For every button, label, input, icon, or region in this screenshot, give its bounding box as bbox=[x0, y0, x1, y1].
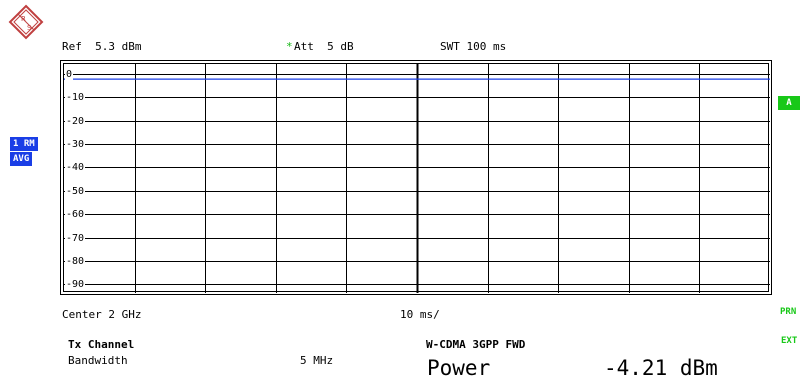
y-tick-label: -60 bbox=[65, 208, 86, 220]
logo-letter-r: R bbox=[21, 15, 26, 23]
attenuation: Att 5 dB bbox=[294, 40, 354, 53]
spectrum-plot: 0 -10 -20 -30 -40 -50 -60 -70 -80 -90 bbox=[60, 60, 772, 295]
rohde-schwarz-logo: R S bbox=[8, 4, 44, 40]
sweep-time: SWT 100 ms bbox=[440, 40, 507, 53]
center-frequency: Center 2 GHz bbox=[62, 308, 142, 321]
trace-a-badge: A bbox=[778, 96, 800, 110]
ref-level: Ref 5.3 dBm bbox=[62, 40, 142, 53]
y-tick-label: -20 bbox=[65, 115, 86, 127]
standard-name: W-CDMA 3GPP FWD bbox=[426, 338, 526, 351]
prn-badge: PRN bbox=[780, 307, 797, 317]
logo-letter-s: S bbox=[27, 24, 32, 32]
y-tick-label: -80 bbox=[65, 255, 86, 267]
y-tick-label: -50 bbox=[65, 185, 86, 197]
y-tick-label: -30 bbox=[65, 138, 86, 150]
time-per-division: 10 ms/ bbox=[400, 308, 440, 321]
bandwidth-label: Bandwidth bbox=[68, 354, 128, 367]
y-tick-label: -10 bbox=[65, 91, 86, 103]
y-tick-label: -70 bbox=[65, 232, 86, 244]
power-value: -4.21 dBm bbox=[604, 356, 718, 380]
bandwidth-value: 5 MHz bbox=[300, 354, 334, 367]
y-tick-label: -90 bbox=[65, 278, 86, 290]
att-star: * bbox=[286, 40, 293, 53]
y-tick-label: 0 bbox=[65, 68, 74, 80]
tx-channel-title: Tx Channel bbox=[68, 338, 135, 351]
plot-grid bbox=[64, 64, 770, 293]
avg-badge: AVG bbox=[10, 152, 33, 166]
y-tick-label: -40 bbox=[65, 161, 86, 173]
power-label: Power bbox=[427, 356, 491, 380]
trace-mode-badge: 1 RM bbox=[10, 137, 38, 151]
plot-inner-frame bbox=[63, 63, 769, 292]
ext-badge: EXT bbox=[781, 336, 798, 346]
